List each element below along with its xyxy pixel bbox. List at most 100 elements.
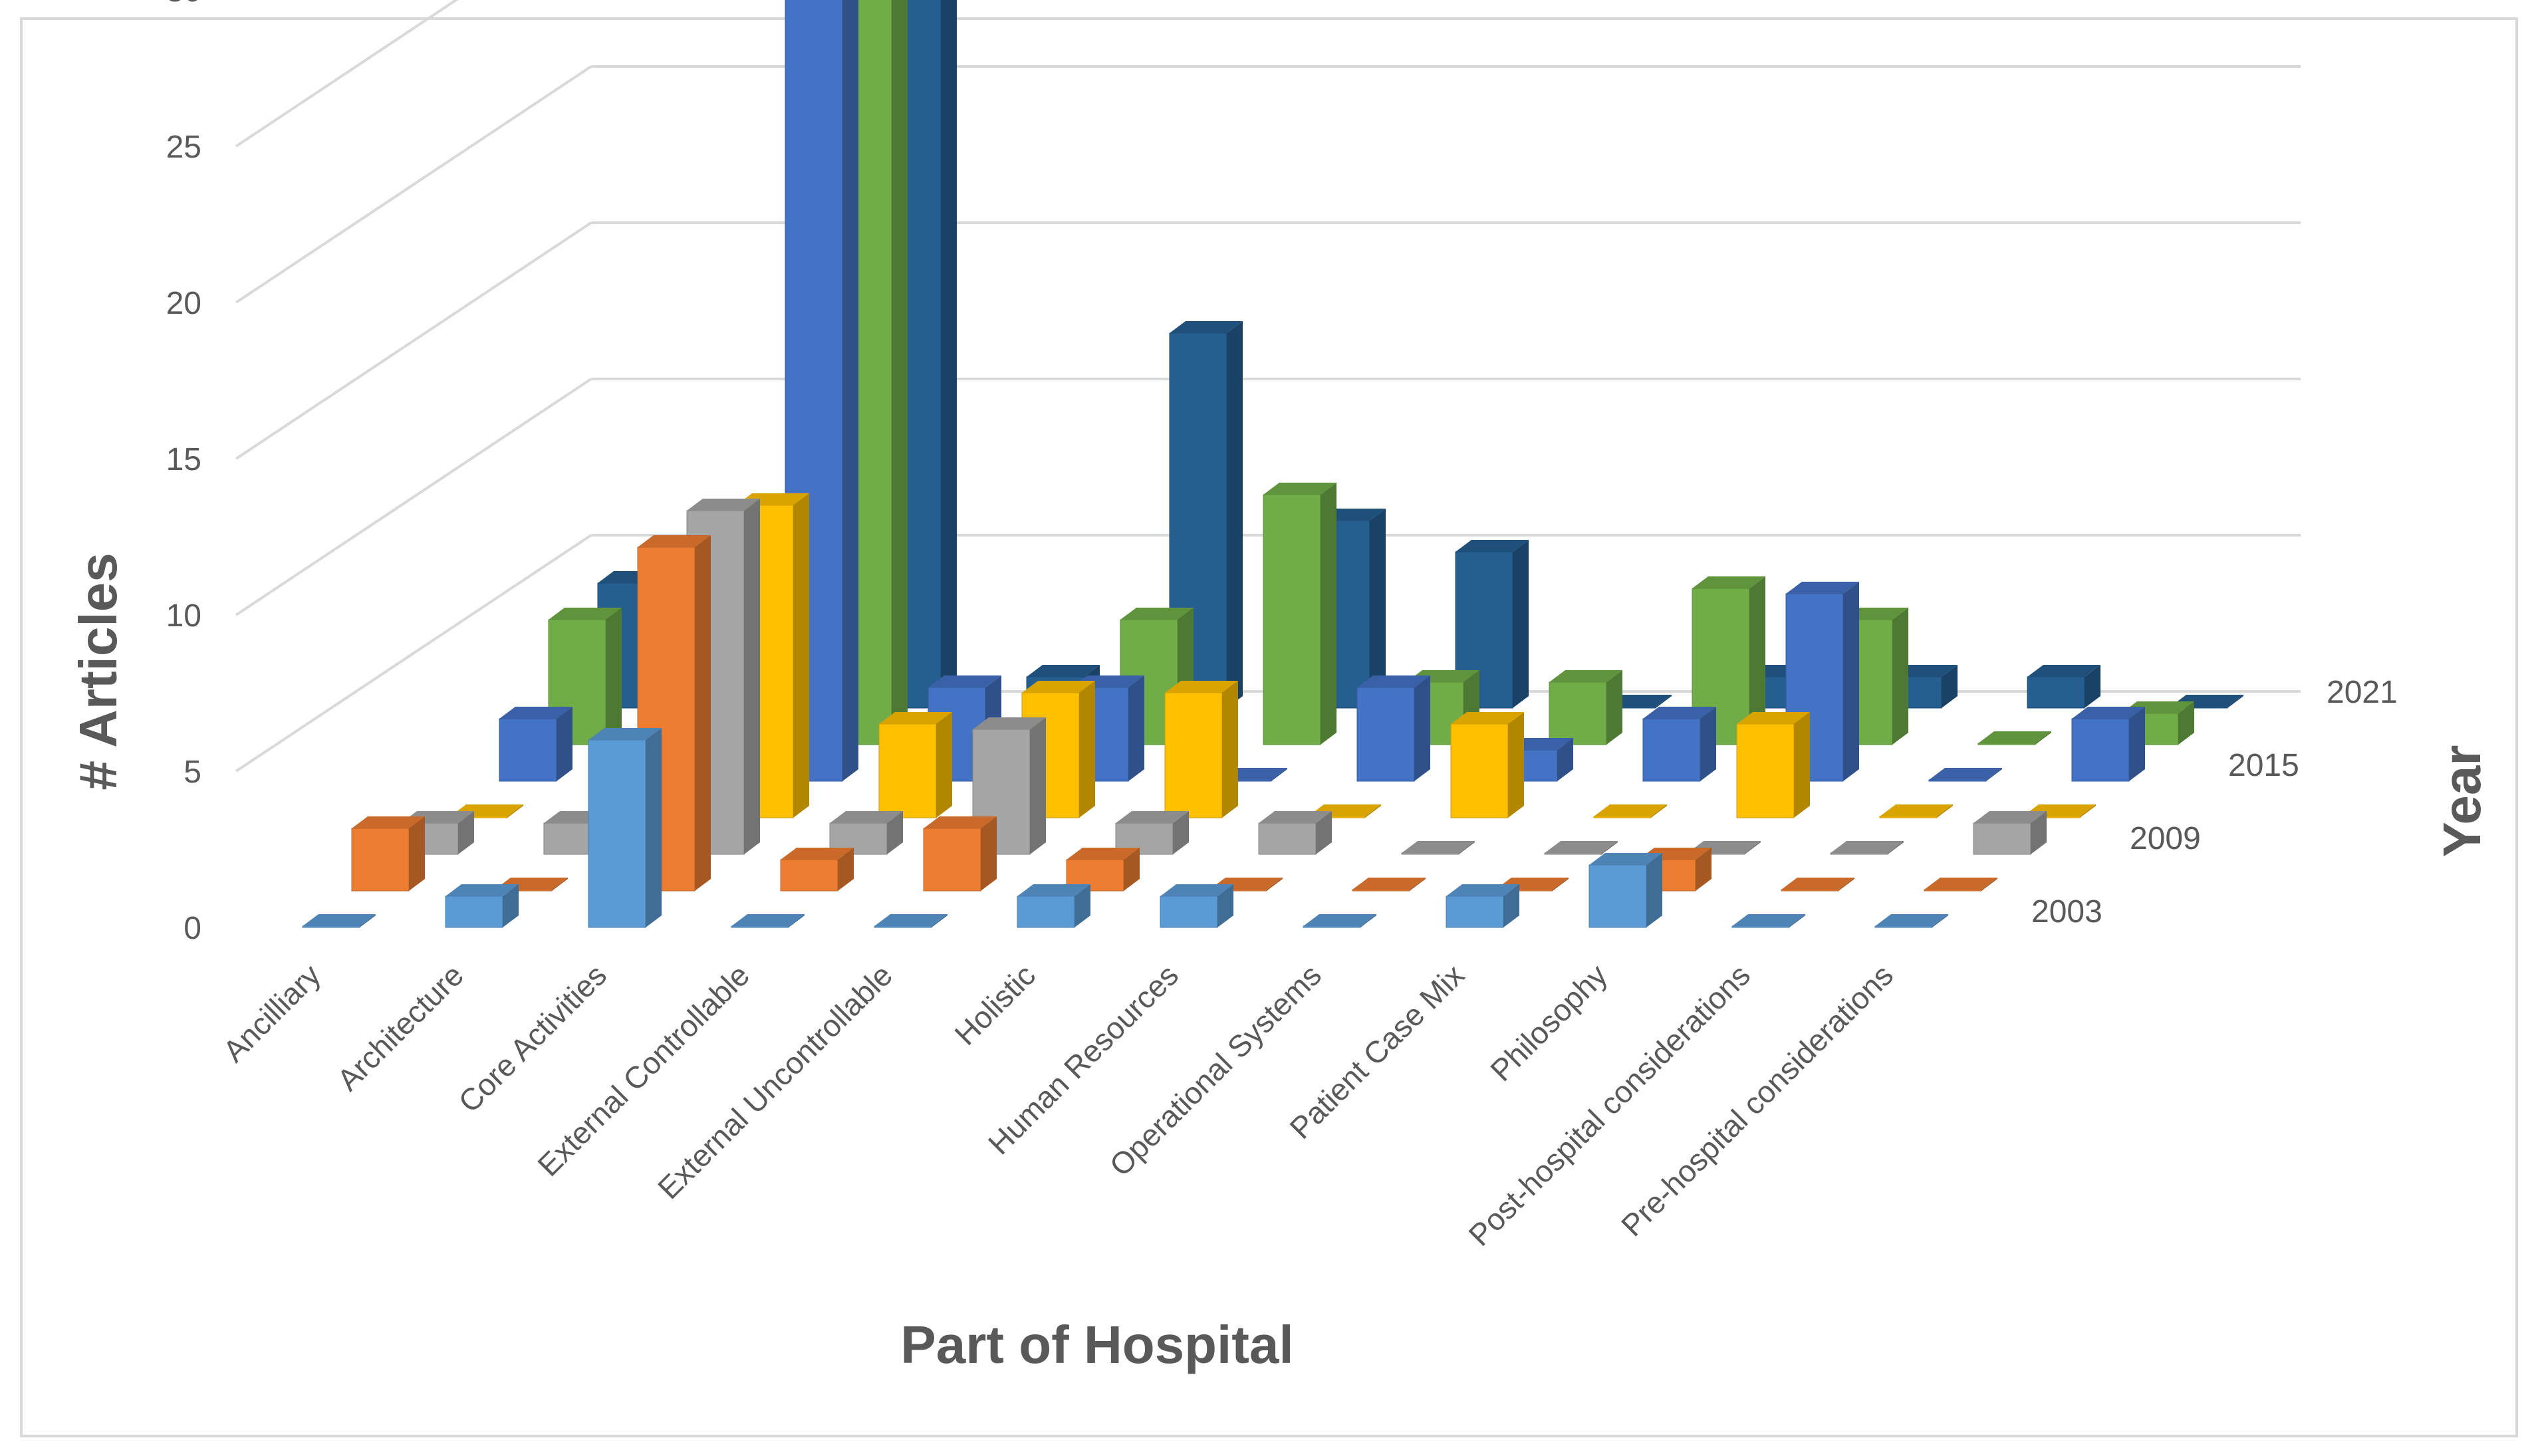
bar-2004-11 [1924, 878, 1997, 892]
bar-front-face [445, 896, 503, 928]
bar-front-face [1401, 852, 1459, 855]
bar-side-face [842, 0, 858, 781]
bar-top-face [1594, 804, 1667, 816]
bar-top-face [731, 914, 805, 926]
category-label: Core Activities [451, 957, 613, 1119]
bar-top-face [1259, 811, 1332, 823]
bar-2016-7 [1549, 670, 1622, 745]
bar-side-face [1553, 878, 1569, 891]
bar-side-face [2031, 811, 2047, 854]
bar-side-face [2129, 707, 2145, 781]
bar-top-face [1786, 582, 1859, 594]
x-axis-title: Part of Hospital [900, 1315, 1293, 1374]
y-tick-label: 10 [166, 598, 201, 634]
bar-side-face [458, 811, 474, 854]
bar-top-face [1357, 675, 1430, 687]
bar-side-face [552, 878, 568, 891]
bar-front-face [1924, 889, 1982, 892]
bar-side-face [606, 608, 622, 745]
y-tick-label: 15 [166, 442, 201, 477]
bar-side-face [1700, 707, 1716, 781]
bar-top-face [1116, 811, 1189, 823]
bar-front-face [1164, 692, 1223, 818]
bar-2009-6 [1258, 811, 1332, 855]
y-tick-label: 20 [166, 286, 201, 321]
bar-front-face [1017, 896, 1075, 928]
bar-2015-10 [1928, 768, 2002, 782]
bar-top-face [879, 712, 952, 724]
bar-top-face [1160, 884, 1233, 896]
bar-2003-9 [1588, 853, 1662, 928]
y-axis-title: # Articles [68, 552, 128, 790]
bar-side-face [1503, 884, 1519, 927]
bar-top-face [1456, 540, 1529, 552]
bar-side-face [646, 728, 662, 927]
bar-front-face [1450, 723, 1509, 818]
bar-top-face [1067, 848, 1140, 860]
category-label: Post-hospital considerations [1461, 957, 1757, 1253]
bar-side-face [1075, 884, 1090, 927]
bar-top-face [1929, 768, 2002, 780]
bar-top-face [1352, 878, 1426, 890]
bar-side-face [360, 914, 376, 927]
bar-side-face [941, 0, 957, 708]
bar-side-face [1651, 804, 1667, 818]
bar-side-face [1888, 841, 1904, 854]
bar-side-face [1839, 878, 1854, 891]
bar-2004-3 [780, 848, 854, 892]
bar-side-face [1079, 681, 1095, 818]
bar-side-face [695, 535, 711, 891]
bar-top-face [499, 707, 572, 719]
bar-top-face [1017, 884, 1090, 896]
gridline-left-wall [235, 378, 592, 616]
bar-side-face [1365, 804, 1381, 818]
bar-side-face [557, 707, 572, 781]
bar-2009-10 [1830, 841, 1904, 855]
gridline-left-wall [235, 221, 592, 460]
bar-side-face [1942, 665, 1958, 708]
bar-side-face [1271, 768, 1287, 781]
gridline-left-wall [235, 65, 592, 304]
category-label: Holistic [948, 957, 1042, 1052]
depth-tick-label: 2009 [2130, 821, 2201, 856]
bar-2003-10 [1731, 914, 1805, 928]
gridline-left-wall [235, 0, 459, 148]
bar-front-face [878, 723, 937, 818]
bar-2015-8 [1642, 707, 1716, 782]
bar-2010-3 [878, 712, 952, 818]
bar-top-face [1170, 321, 1243, 333]
bar-front-face [499, 718, 557, 782]
bar-front-face [1303, 925, 1361, 928]
bar-front-face [1781, 889, 1839, 892]
bars [302, 0, 2243, 928]
bar-front-face [1830, 852, 1888, 855]
bar-2003-2 [588, 728, 662, 928]
bar-top-face [1446, 884, 1519, 896]
bar-2010-10 [1879, 804, 1953, 818]
bar-side-face [1513, 540, 1529, 708]
bar-side-face [1981, 878, 1997, 891]
depth-axis-title: Year [2432, 745, 2491, 857]
bar-front-face [1352, 889, 1410, 892]
bar-side-face [2085, 665, 2100, 708]
bar-2009-7 [1401, 841, 1475, 855]
bar-top-face [1875, 914, 1948, 926]
bar-2016-5 [1263, 483, 1336, 745]
bar-top-face [588, 728, 662, 740]
bar-top-face [1831, 841, 1904, 853]
bar-side-face [838, 848, 854, 891]
bar-front-face [1731, 925, 1790, 928]
bar-top-face [830, 811, 903, 823]
bar-front-face [1258, 822, 1317, 855]
depth-tick-label: 2003 [2031, 894, 2102, 929]
bar-front-face [1928, 779, 1987, 782]
bar-side-face [1646, 853, 1662, 927]
bar-side-face [892, 0, 908, 745]
bar-top-face [928, 675, 1001, 687]
bar-top-face [1545, 841, 1618, 853]
bar-side-face [503, 884, 519, 927]
bar-side-face [744, 499, 760, 854]
bar-front-face [2027, 676, 2085, 709]
bar-front-face [302, 925, 360, 928]
